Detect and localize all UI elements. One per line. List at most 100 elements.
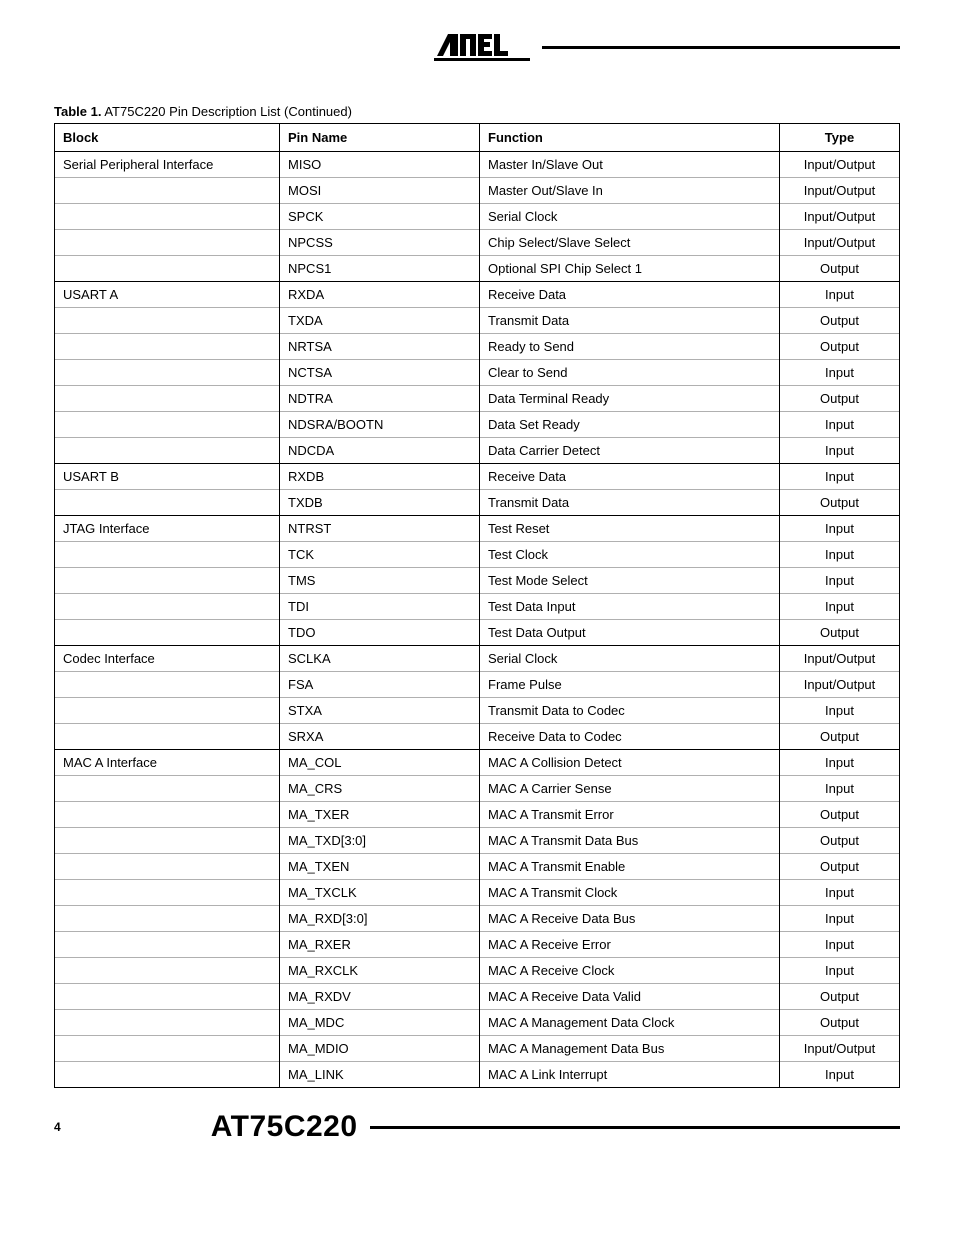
table-row: MA_RXERMAC A Receive ErrorInput bbox=[55, 932, 900, 958]
cell-type: Output bbox=[780, 620, 900, 646]
cell-block bbox=[55, 932, 280, 958]
cell-type: Input/Output bbox=[780, 1036, 900, 1062]
cell-pin: MA_TXD[3:0] bbox=[280, 828, 480, 854]
cell-function: MAC A Transmit Error bbox=[480, 802, 780, 828]
cell-pin: TDO bbox=[280, 620, 480, 646]
table-row: NCTSAClear to SendInput bbox=[55, 360, 900, 386]
cell-function: Test Mode Select bbox=[480, 568, 780, 594]
cell-function: Master Out/Slave In bbox=[480, 178, 780, 204]
table-row: TXDATransmit DataOutput bbox=[55, 308, 900, 334]
cell-block bbox=[55, 308, 280, 334]
cell-block bbox=[55, 386, 280, 412]
cell-type: Input/Output bbox=[780, 230, 900, 256]
cell-pin: MA_RXCLK bbox=[280, 958, 480, 984]
cell-function: MAC A Management Data Clock bbox=[480, 1010, 780, 1036]
table-row: NPCS1Optional SPI Chip Select 1Output bbox=[55, 256, 900, 282]
table-row: Serial Peripheral InterfaceMISOMaster In… bbox=[55, 152, 900, 178]
table-row: MA_TXCLKMAC A Transmit ClockInput bbox=[55, 880, 900, 906]
cell-block bbox=[55, 438, 280, 464]
cell-type: Input bbox=[780, 698, 900, 724]
cell-block bbox=[55, 178, 280, 204]
cell-block bbox=[55, 958, 280, 984]
cell-type: Input/Output bbox=[780, 672, 900, 698]
cell-block bbox=[55, 1062, 280, 1088]
col-header-pin: Pin Name bbox=[280, 124, 480, 152]
cell-pin: NPCS1 bbox=[280, 256, 480, 282]
cell-function: Test Data Input bbox=[480, 594, 780, 620]
cell-block bbox=[55, 490, 280, 516]
table-row: SPCKSerial ClockInput/Output bbox=[55, 204, 900, 230]
cell-type: Input bbox=[780, 906, 900, 932]
cell-type: Output bbox=[780, 1010, 900, 1036]
cell-block bbox=[55, 620, 280, 646]
cell-type: Output bbox=[780, 334, 900, 360]
cell-pin: MA_RXER bbox=[280, 932, 480, 958]
table-row: FSAFrame PulseInput/Output bbox=[55, 672, 900, 698]
table-row: USART ARXDAReceive DataInput bbox=[55, 282, 900, 308]
cell-pin: MA_TXER bbox=[280, 802, 480, 828]
table-row: MA_TXERMAC A Transmit ErrorOutput bbox=[55, 802, 900, 828]
cell-block bbox=[55, 984, 280, 1010]
cell-pin: MA_COL bbox=[280, 750, 480, 776]
cell-type: Input bbox=[780, 516, 900, 542]
cell-block: Codec Interface bbox=[55, 646, 280, 672]
cell-function: Serial Clock bbox=[480, 204, 780, 230]
page-footer: 4 AT75C220 bbox=[54, 1110, 900, 1144]
cell-type: Input bbox=[780, 880, 900, 906]
cell-pin: MA_LINK bbox=[280, 1062, 480, 1088]
cell-block: MAC A Interface bbox=[55, 750, 280, 776]
cell-block bbox=[55, 776, 280, 802]
cell-block bbox=[55, 698, 280, 724]
cell-block bbox=[55, 568, 280, 594]
cell-function: MAC A Transmit Enable bbox=[480, 854, 780, 880]
table-row: NDSRA/BOOTNData Set ReadyInput bbox=[55, 412, 900, 438]
col-header-type: Type bbox=[780, 124, 900, 152]
footer-rule bbox=[370, 1126, 900, 1129]
cell-type: Input/Output bbox=[780, 178, 900, 204]
cell-type: Input bbox=[780, 594, 900, 620]
cell-type: Input bbox=[780, 776, 900, 802]
table-row: MA_TXD[3:0]MAC A Transmit Data BusOutput bbox=[55, 828, 900, 854]
cell-function: Data Terminal Ready bbox=[480, 386, 780, 412]
cell-type: Input bbox=[780, 464, 900, 490]
cell-function: MAC A Receive Clock bbox=[480, 958, 780, 984]
cell-pin: MA_TXCLK bbox=[280, 880, 480, 906]
page: Table 1. AT75C220 Pin Description List (… bbox=[0, 0, 954, 1184]
cell-function: Receive Data bbox=[480, 464, 780, 490]
cell-pin: NDCDA bbox=[280, 438, 480, 464]
cell-pin: FSA bbox=[280, 672, 480, 698]
cell-function: Optional SPI Chip Select 1 bbox=[480, 256, 780, 282]
table-row: JTAG InterfaceNTRSTTest ResetInput bbox=[55, 516, 900, 542]
cell-function: Data Carrier Detect bbox=[480, 438, 780, 464]
table-row: MA_LINKMAC A Link InterruptInput bbox=[55, 1062, 900, 1088]
cell-function: Transmit Data bbox=[480, 490, 780, 516]
cell-type: Input bbox=[780, 360, 900, 386]
cell-function: MAC A Receive Error bbox=[480, 932, 780, 958]
cell-block bbox=[55, 360, 280, 386]
table-row: NRTSAReady to SendOutput bbox=[55, 334, 900, 360]
col-header-block: Block bbox=[55, 124, 280, 152]
cell-type: Output bbox=[780, 490, 900, 516]
cell-pin: RXDA bbox=[280, 282, 480, 308]
cell-type: Input bbox=[780, 568, 900, 594]
table-header-row: Block Pin Name Function Type bbox=[55, 124, 900, 152]
cell-pin: SRXA bbox=[280, 724, 480, 750]
cell-block bbox=[55, 1036, 280, 1062]
table-row: MA_RXDVMAC A Receive Data ValidOutput bbox=[55, 984, 900, 1010]
cell-function: MAC A Receive Data Valid bbox=[480, 984, 780, 1010]
cell-function: MAC A Transmit Clock bbox=[480, 880, 780, 906]
cell-pin: MA_RXD[3:0] bbox=[280, 906, 480, 932]
cell-block bbox=[55, 724, 280, 750]
cell-block bbox=[55, 334, 280, 360]
cell-type: Output bbox=[780, 308, 900, 334]
table-row: USART BRXDBReceive DataInput bbox=[55, 464, 900, 490]
table-row: MA_TXENMAC A Transmit EnableOutput bbox=[55, 854, 900, 880]
cell-pin: TDI bbox=[280, 594, 480, 620]
cell-type: Output bbox=[780, 984, 900, 1010]
table-row: SRXAReceive Data to CodecOutput bbox=[55, 724, 900, 750]
cell-type: Input bbox=[780, 750, 900, 776]
cell-type: Input/Output bbox=[780, 646, 900, 672]
table-row: NDCDAData Carrier DetectInput bbox=[55, 438, 900, 464]
cell-function: Receive Data to Codec bbox=[480, 724, 780, 750]
cell-pin: MA_TXEN bbox=[280, 854, 480, 880]
